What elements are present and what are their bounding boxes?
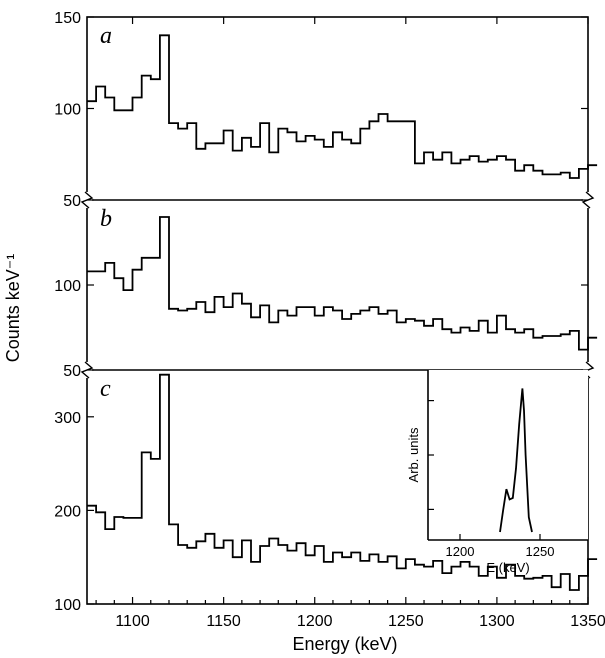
inset-x-tick-label: 1250 [526,544,555,559]
y-tick-label: 50 [63,363,81,380]
panel-label: a [100,23,112,49]
y-axis-label: Counts keV⁻¹ [3,254,23,363]
inset-x-label: E (keV) [486,560,529,575]
spectrum-a-histogram [87,34,598,179]
x-tick-label: 1250 [388,613,424,630]
inset-y-label: Arb. units [406,427,421,482]
y-tick-label: 100 [54,278,81,295]
panel-label: c [100,376,111,402]
y-tick-label: 200 [54,503,81,520]
spectrum-b-histogram [87,216,598,351]
x-tick-label: 1350 [570,613,605,630]
y-tick-label: 50 [63,193,81,210]
panel-label: b [100,206,112,232]
inset-peak-curve [499,388,533,533]
plot-frame [86,16,589,605]
x-tick-label: 1150 [206,613,241,630]
stacked-spectra-chart: 1100 1150 1200 1250 1300 1350 150 100 50 a 100 50 b 3… [54,10,605,630]
x-axis-label: Energy (keV) [292,634,397,654]
y-tick-label: 100 [54,102,81,119]
y-tick-label: 100 [54,597,81,614]
inset-background [428,370,588,540]
y-tick-label: 300 [54,410,81,427]
y-tick-label: 150 [54,10,81,27]
x-tick-label: 1200 [297,613,333,630]
x-tick-label: 1100 [115,613,150,630]
spectrum-c-histogram [87,373,598,591]
inset-x-tick-label: 1200 [446,544,475,559]
x-tick-label: 1300 [479,613,515,630]
